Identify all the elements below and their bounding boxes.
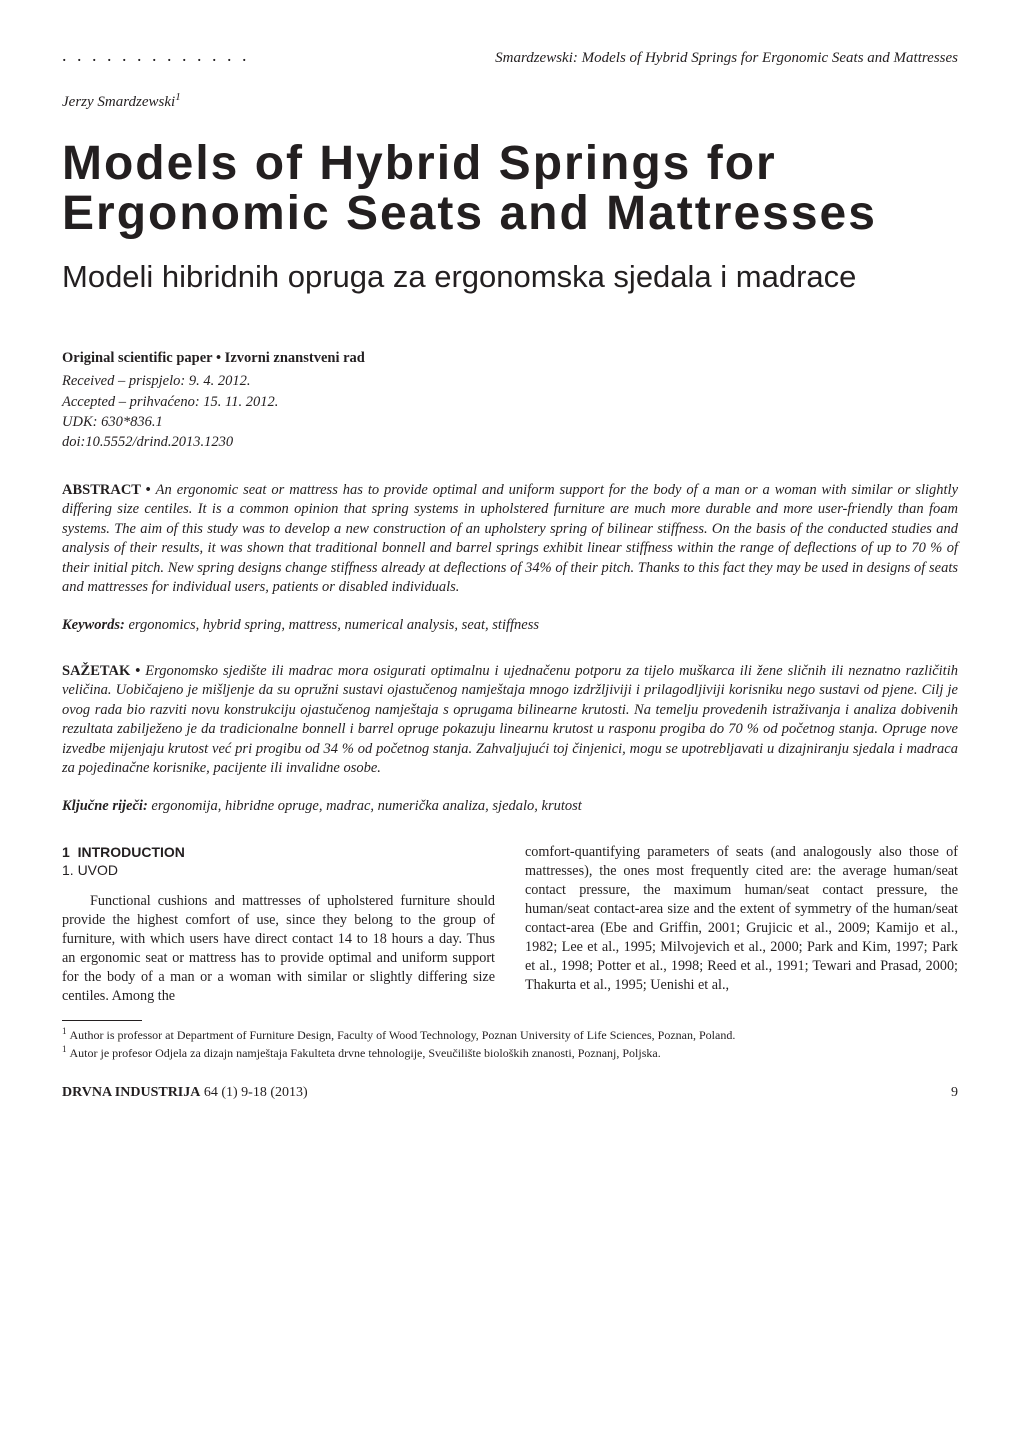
keywords-hr-label: Ključne riječi: <box>62 798 151 814</box>
meta-block: Received – prispjelo: 9. 4. 2012. Accept… <box>62 371 958 452</box>
body-paragraph-left: Functional cushions and mattresses of up… <box>62 892 495 1006</box>
section-title-en: INTRODUCTION <box>78 844 185 860</box>
author-line: Jerzy Smardzewski1 <box>62 90 958 112</box>
body-columns: 1 INTRODUCTION 1. UVOD Functional cushio… <box>62 843 958 1007</box>
running-head: . . . . . . . . . . . . . Smardzewski: M… <box>62 48 958 68</box>
keywords-en-label: Keywords: <box>62 617 128 633</box>
section-number: 1 <box>62 844 70 860</box>
footnote-2-text: Autor je profesor Odjela za dizajn namje… <box>70 1046 661 1060</box>
footer-page-number: 9 <box>951 1084 958 1103</box>
column-left: 1 INTRODUCTION 1. UVOD Functional cushio… <box>62 843 495 1007</box>
meta-accepted: Accepted – prihvaćeno: 15. 11. 2012. <box>62 392 958 412</box>
keywords-croatian: Ključne riječi: ergonomija, hibridne opr… <box>62 797 958 817</box>
title-croatian: Modeli hibridnih opruga za ergonomska sj… <box>62 259 958 295</box>
meta-doi: doi:10.5552/drind.2013.1230 <box>62 432 958 452</box>
page-footer: DRVNA INDUSTRIJA 64 (1) 9-18 (2013) 9 <box>62 1084 958 1103</box>
abstract-english: ABSTRACT • An ergonomic seat or mattress… <box>62 481 958 598</box>
meta-udk: UDK: 630*836.1 <box>62 412 958 432</box>
footnote-rule <box>62 1020 142 1021</box>
footnote-1: 1 Author is professor at Department of F… <box>62 1025 958 1043</box>
keywords-en-text: ergonomics, hybrid spring, mattress, num… <box>128 617 539 633</box>
running-head-dots: . . . . . . . . . . . . . <box>62 48 250 62</box>
footer-journal: DRVNA INDUSTRIJA <box>62 1085 200 1100</box>
column-right: comfort-quantifying parameters of seats … <box>525 843 958 1007</box>
keywords-english: Keywords: ergonomics, hybrid spring, mat… <box>62 616 958 636</box>
author-affil-mark: 1 <box>175 91 181 103</box>
abstract-hr-label: SAŽETAK • <box>62 663 145 679</box>
title-english: Models of Hybrid Springs for Ergonomic S… <box>62 139 958 240</box>
footnote-1-text: Author is professor at Department of Fur… <box>70 1028 736 1042</box>
footer-left: DRVNA INDUSTRIJA 64 (1) 9-18 (2013) <box>62 1084 308 1103</box>
section-head-hr: 1. UVOD <box>62 861 495 880</box>
footer-issue: 64 (1) 9-18 (2013) <box>200 1085 307 1100</box>
keywords-hr-text: ergonomija, hibridne opruge, madrac, num… <box>151 798 581 814</box>
body-paragraph-right: comfort-quantifying parameters of seats … <box>525 843 958 995</box>
abstract-hr-text: Ergonomsko sjedište ili madrac mora osig… <box>62 663 958 777</box>
abstract-en-label: ABSTRACT • <box>62 482 156 498</box>
running-head-text: Smardzewski: Models of Hybrid Springs fo… <box>495 50 958 66</box>
abstract-croatian: SAŽETAK • Ergonomsko sjedište ili madrac… <box>62 662 958 779</box>
footnote-2: 1 Autor je profesor Odjela za dizajn nam… <box>62 1043 958 1061</box>
paper-type: Original scientific paper • Izvorni znan… <box>62 349 958 369</box>
author-name: Jerzy Smardzewski <box>62 94 175 110</box>
footnotes: 1 Author is professor at Department of F… <box>62 1025 958 1061</box>
abstract-en-text: An ergonomic seat or mattress has to pro… <box>62 482 958 596</box>
meta-received: Received – prispjelo: 9. 4. 2012. <box>62 371 958 391</box>
section-head-en: 1 INTRODUCTION <box>62 843 495 862</box>
